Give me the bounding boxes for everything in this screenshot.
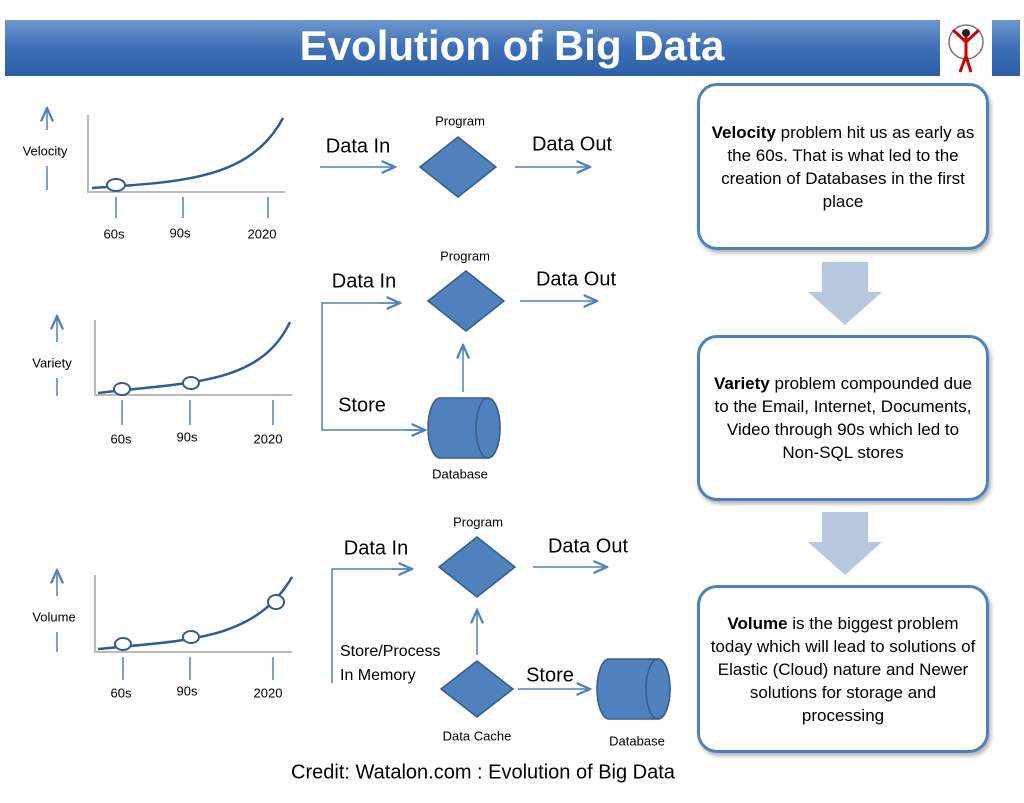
axis-label: Velocity — [23, 143, 68, 158]
note-box: Velocity problem hit us as early as the … — [697, 83, 989, 250]
variety-flow: Data In Program Data Out Store Database — [321, 248, 616, 481]
credit: Credit: Watalon.com : Evolution of Big D… — [291, 761, 676, 783]
velocity-flow: Data In Program Data Out — [320, 113, 612, 198]
axis-label: Volume — [32, 609, 75, 624]
tick-label: 60s — [111, 431, 132, 446]
flow-label: In Memory — [340, 667, 416, 684]
note-text: problem compounded due to the Email, Int… — [714, 374, 973, 462]
tick-label: 2020 — [254, 685, 283, 700]
tick-label: 2020 — [248, 226, 277, 241]
note-box: Variety problem compounded due to the Em… — [697, 335, 989, 501]
tick-label: 90s — [177, 429, 198, 444]
flow-label: Program — [440, 248, 490, 263]
note-keyword: Volume — [727, 613, 788, 633]
variety-chart: Variety 60s 90s 2020 — [32, 316, 292, 446]
note-box: Volume is the biggest problem today whic… — [697, 585, 989, 753]
volume-chart: Volume 60s 90s 2020 — [32, 570, 294, 700]
tick-label: 60s — [104, 226, 125, 241]
logo — [940, 18, 992, 76]
note-keyword: Velocity — [711, 122, 776, 142]
flow-label: Program — [453, 514, 503, 529]
flow-label: Data Out — [532, 133, 612, 155]
flow-label: Store — [526, 664, 574, 686]
velocity-chart: Velocity 60s 90s 2020 — [23, 108, 285, 241]
axis-label: Variety — [32, 355, 72, 370]
note-text: problem hit us as early as the 60s. That… — [721, 122, 975, 211]
title: Evolution of Big Data — [300, 22, 725, 69]
tick-label: 60s — [111, 685, 132, 700]
tick-label: 90s — [177, 683, 198, 698]
flow-label: Data In — [332, 270, 396, 292]
note-keyword: Variety — [713, 374, 770, 393]
down-arrow — [808, 262, 882, 325]
flow-label: Data Out — [536, 268, 616, 290]
flow-label: Data Out — [548, 535, 628, 557]
flow-label: Database — [609, 733, 665, 748]
note-text: is the biggest problem today which will … — [710, 613, 976, 725]
volume-flow: Data In Program Data Out Store/Process I… — [331, 514, 671, 748]
flow-label: Data Cache — [443, 728, 512, 743]
flow-label: Data In — [344, 537, 408, 559]
tick-label: 90s — [170, 225, 191, 240]
flow-label: Store — [338, 394, 386, 416]
flow-label: Store/Process — [340, 643, 440, 660]
tick-label: 2020 — [254, 431, 283, 446]
flow-label: Database — [432, 466, 488, 481]
header-bar — [5, 20, 1020, 76]
flow-label: Data In — [326, 135, 390, 157]
down-arrow — [808, 512, 882, 575]
flow-label: Program — [435, 113, 485, 128]
